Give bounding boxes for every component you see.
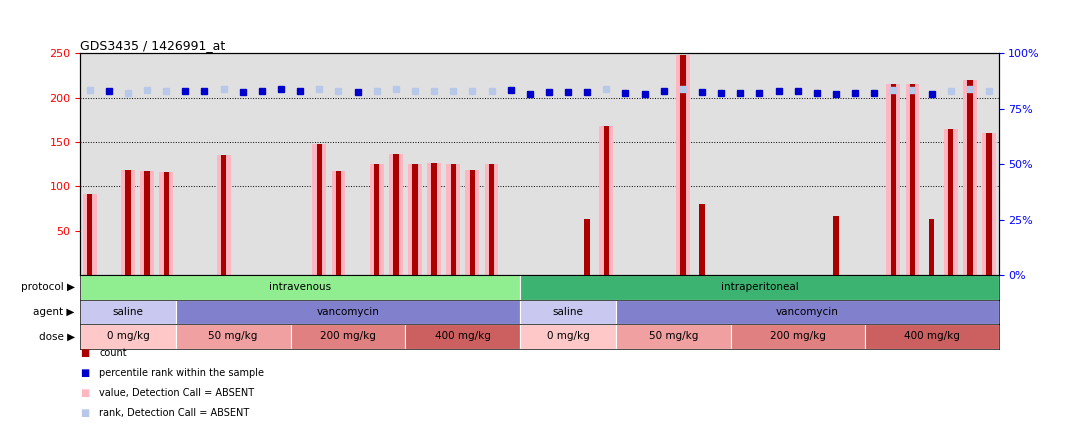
Bar (406, 324, 520, 349)
Bar (520, 300, 616, 324)
Text: intraperitoneal: intraperitoneal (721, 282, 798, 293)
Bar (80, 324, 176, 349)
Bar (886, 84, 900, 275)
Text: vancomycin: vancomycin (316, 307, 379, 317)
Text: 50 mg/kg: 50 mg/kg (208, 331, 257, 341)
Bar (80, 300, 176, 324)
Bar (331, 171, 345, 275)
Bar (944, 129, 958, 275)
Bar (316, 144, 321, 275)
Text: GDS3435 / 1426991_at: GDS3435 / 1426991_at (80, 39, 225, 52)
Bar (446, 164, 460, 275)
Bar (176, 324, 290, 349)
Bar (680, 55, 686, 275)
Bar (217, 155, 231, 275)
Bar (584, 219, 590, 275)
Bar (470, 170, 475, 275)
Bar (144, 171, 150, 275)
Bar (431, 163, 437, 275)
Bar (485, 164, 499, 275)
Bar (489, 164, 494, 275)
Bar (963, 80, 977, 275)
Bar (987, 133, 992, 275)
Text: agent ▶: agent ▶ (33, 307, 75, 317)
Bar (159, 172, 173, 275)
Text: saline: saline (552, 307, 583, 317)
Text: ■: ■ (80, 368, 90, 378)
Bar (451, 164, 456, 275)
Bar (140, 171, 154, 275)
Text: 0 mg/kg: 0 mg/kg (107, 331, 150, 341)
Text: rank, Detection Call = ABSENT: rank, Detection Call = ABSENT (99, 408, 250, 418)
Bar (290, 324, 406, 349)
Text: protocol ▶: protocol ▶ (20, 282, 75, 293)
Bar (599, 126, 613, 275)
Bar (616, 324, 731, 349)
Bar (163, 172, 169, 275)
Bar (865, 324, 999, 349)
Text: 0 mg/kg: 0 mg/kg (547, 331, 590, 341)
Text: 200 mg/kg: 200 mg/kg (320, 331, 376, 341)
Text: dose ▶: dose ▶ (38, 331, 75, 341)
Bar (221, 155, 226, 275)
Bar (891, 84, 896, 275)
Bar (80, 275, 520, 300)
Bar (731, 324, 865, 349)
Bar (906, 84, 920, 275)
Bar (603, 126, 609, 275)
Bar (520, 324, 616, 349)
Bar (83, 194, 96, 275)
Bar (389, 154, 403, 275)
Text: 50 mg/kg: 50 mg/kg (648, 331, 698, 341)
Bar (910, 84, 915, 275)
Text: ■: ■ (80, 408, 90, 418)
Bar (520, 275, 999, 300)
Bar (616, 300, 999, 324)
Bar (983, 133, 995, 275)
Bar (412, 164, 418, 275)
Bar (833, 216, 838, 275)
Text: value, Detection Call = ABSENT: value, Detection Call = ABSENT (99, 388, 254, 398)
Bar (929, 219, 934, 275)
Bar (676, 55, 690, 275)
Bar (374, 164, 379, 275)
Bar (87, 194, 92, 275)
Bar (176, 300, 520, 324)
Bar (427, 163, 441, 275)
Bar (700, 204, 705, 275)
Text: ■: ■ (80, 388, 90, 398)
Bar (335, 171, 341, 275)
Bar (125, 170, 130, 275)
Bar (121, 170, 135, 275)
Text: 400 mg/kg: 400 mg/kg (904, 331, 959, 341)
Text: 400 mg/kg: 400 mg/kg (435, 331, 490, 341)
Text: vancomycin: vancomycin (775, 307, 838, 317)
Bar (393, 154, 398, 275)
Text: percentile rank within the sample: percentile rank within the sample (99, 368, 264, 378)
Text: 200 mg/kg: 200 mg/kg (770, 331, 826, 341)
Bar (968, 80, 973, 275)
Text: saline: saline (112, 307, 143, 317)
Text: intravenous: intravenous (269, 282, 331, 293)
Bar (948, 129, 954, 275)
Bar (370, 164, 383, 275)
Bar (313, 144, 326, 275)
Text: count: count (99, 348, 127, 358)
Bar (466, 170, 480, 275)
Bar (408, 164, 422, 275)
Text: ■: ■ (80, 348, 90, 358)
